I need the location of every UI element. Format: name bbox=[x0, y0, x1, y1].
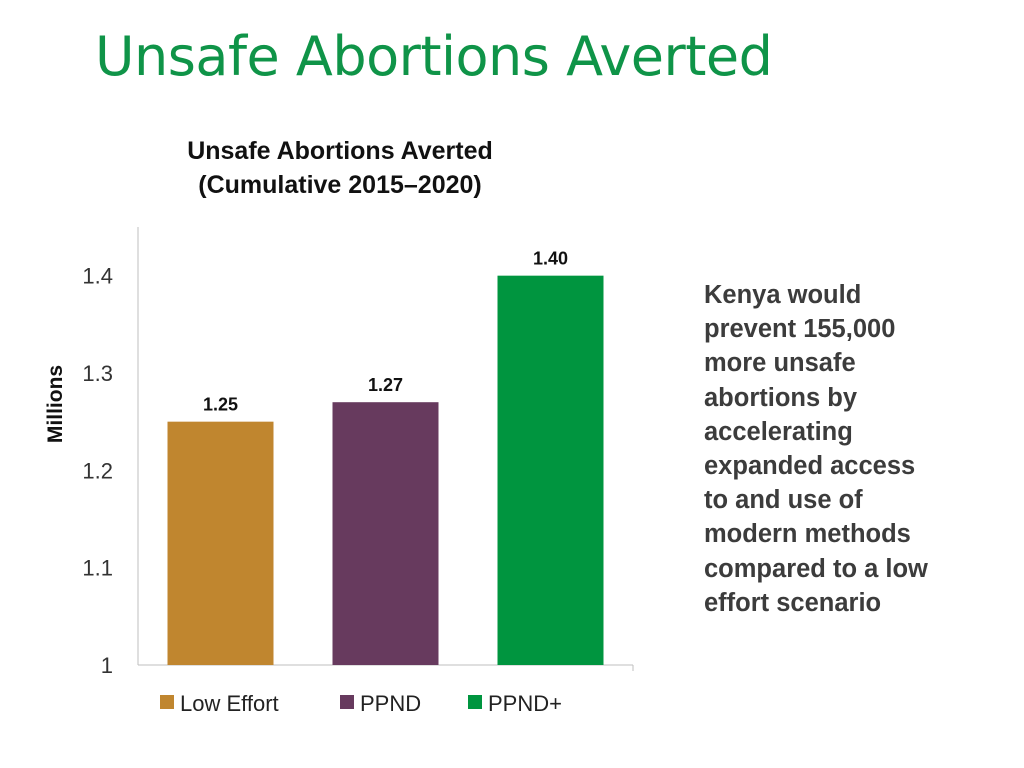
slide-title: Unsafe Abortions Averted bbox=[95, 25, 773, 88]
legend-swatch bbox=[340, 695, 354, 709]
side-note-line: prevent 155,000 bbox=[704, 315, 896, 344]
chart-title-line-2: (Cumulative 2015–2020) bbox=[198, 171, 482, 199]
side-note-line: Kenya would bbox=[704, 281, 862, 309]
y-tick-label: 1.2 bbox=[82, 458, 113, 483]
side-note-line: abortions by bbox=[704, 383, 858, 412]
legend-label: Low Effort bbox=[180, 691, 279, 716]
legend-label: PPND bbox=[360, 691, 421, 716]
data-label: 1.27 bbox=[368, 375, 403, 395]
data-label: 1.40 bbox=[533, 249, 568, 269]
side-note-line: effort scenario bbox=[704, 588, 882, 617]
side-note-line: to and use of bbox=[704, 486, 863, 515]
y-tick-label: 1 bbox=[101, 653, 113, 678]
legend-swatch bbox=[160, 695, 174, 709]
bar-ppnd bbox=[332, 402, 439, 665]
y-axis-title: Millions bbox=[44, 365, 67, 443]
side-note-line: more unsafe bbox=[704, 349, 856, 378]
side-note: Kenya would prevent 155,000 more unsafe abo… bbox=[704, 278, 1004, 620]
side-note-line: expanded access bbox=[704, 452, 916, 481]
y-tick-label: 1.3 bbox=[82, 361, 113, 386]
bar-low-effort bbox=[167, 421, 274, 665]
legend-label: PPND+ bbox=[488, 691, 562, 716]
data-label: 1.25 bbox=[203, 395, 238, 415]
chart-title-line-1: Unsafe Abortions Averted bbox=[187, 137, 493, 165]
side-note-line: modern methods bbox=[704, 520, 911, 549]
bar-ppnd-plus bbox=[497, 275, 604, 665]
y-tick-label: 1.4 bbox=[82, 264, 113, 289]
side-note-line: compared to a low bbox=[704, 554, 928, 583]
side-note-line: accelerating bbox=[704, 417, 853, 446]
legend-swatch bbox=[468, 695, 482, 709]
y-tick-label: 1.1 bbox=[82, 556, 113, 581]
